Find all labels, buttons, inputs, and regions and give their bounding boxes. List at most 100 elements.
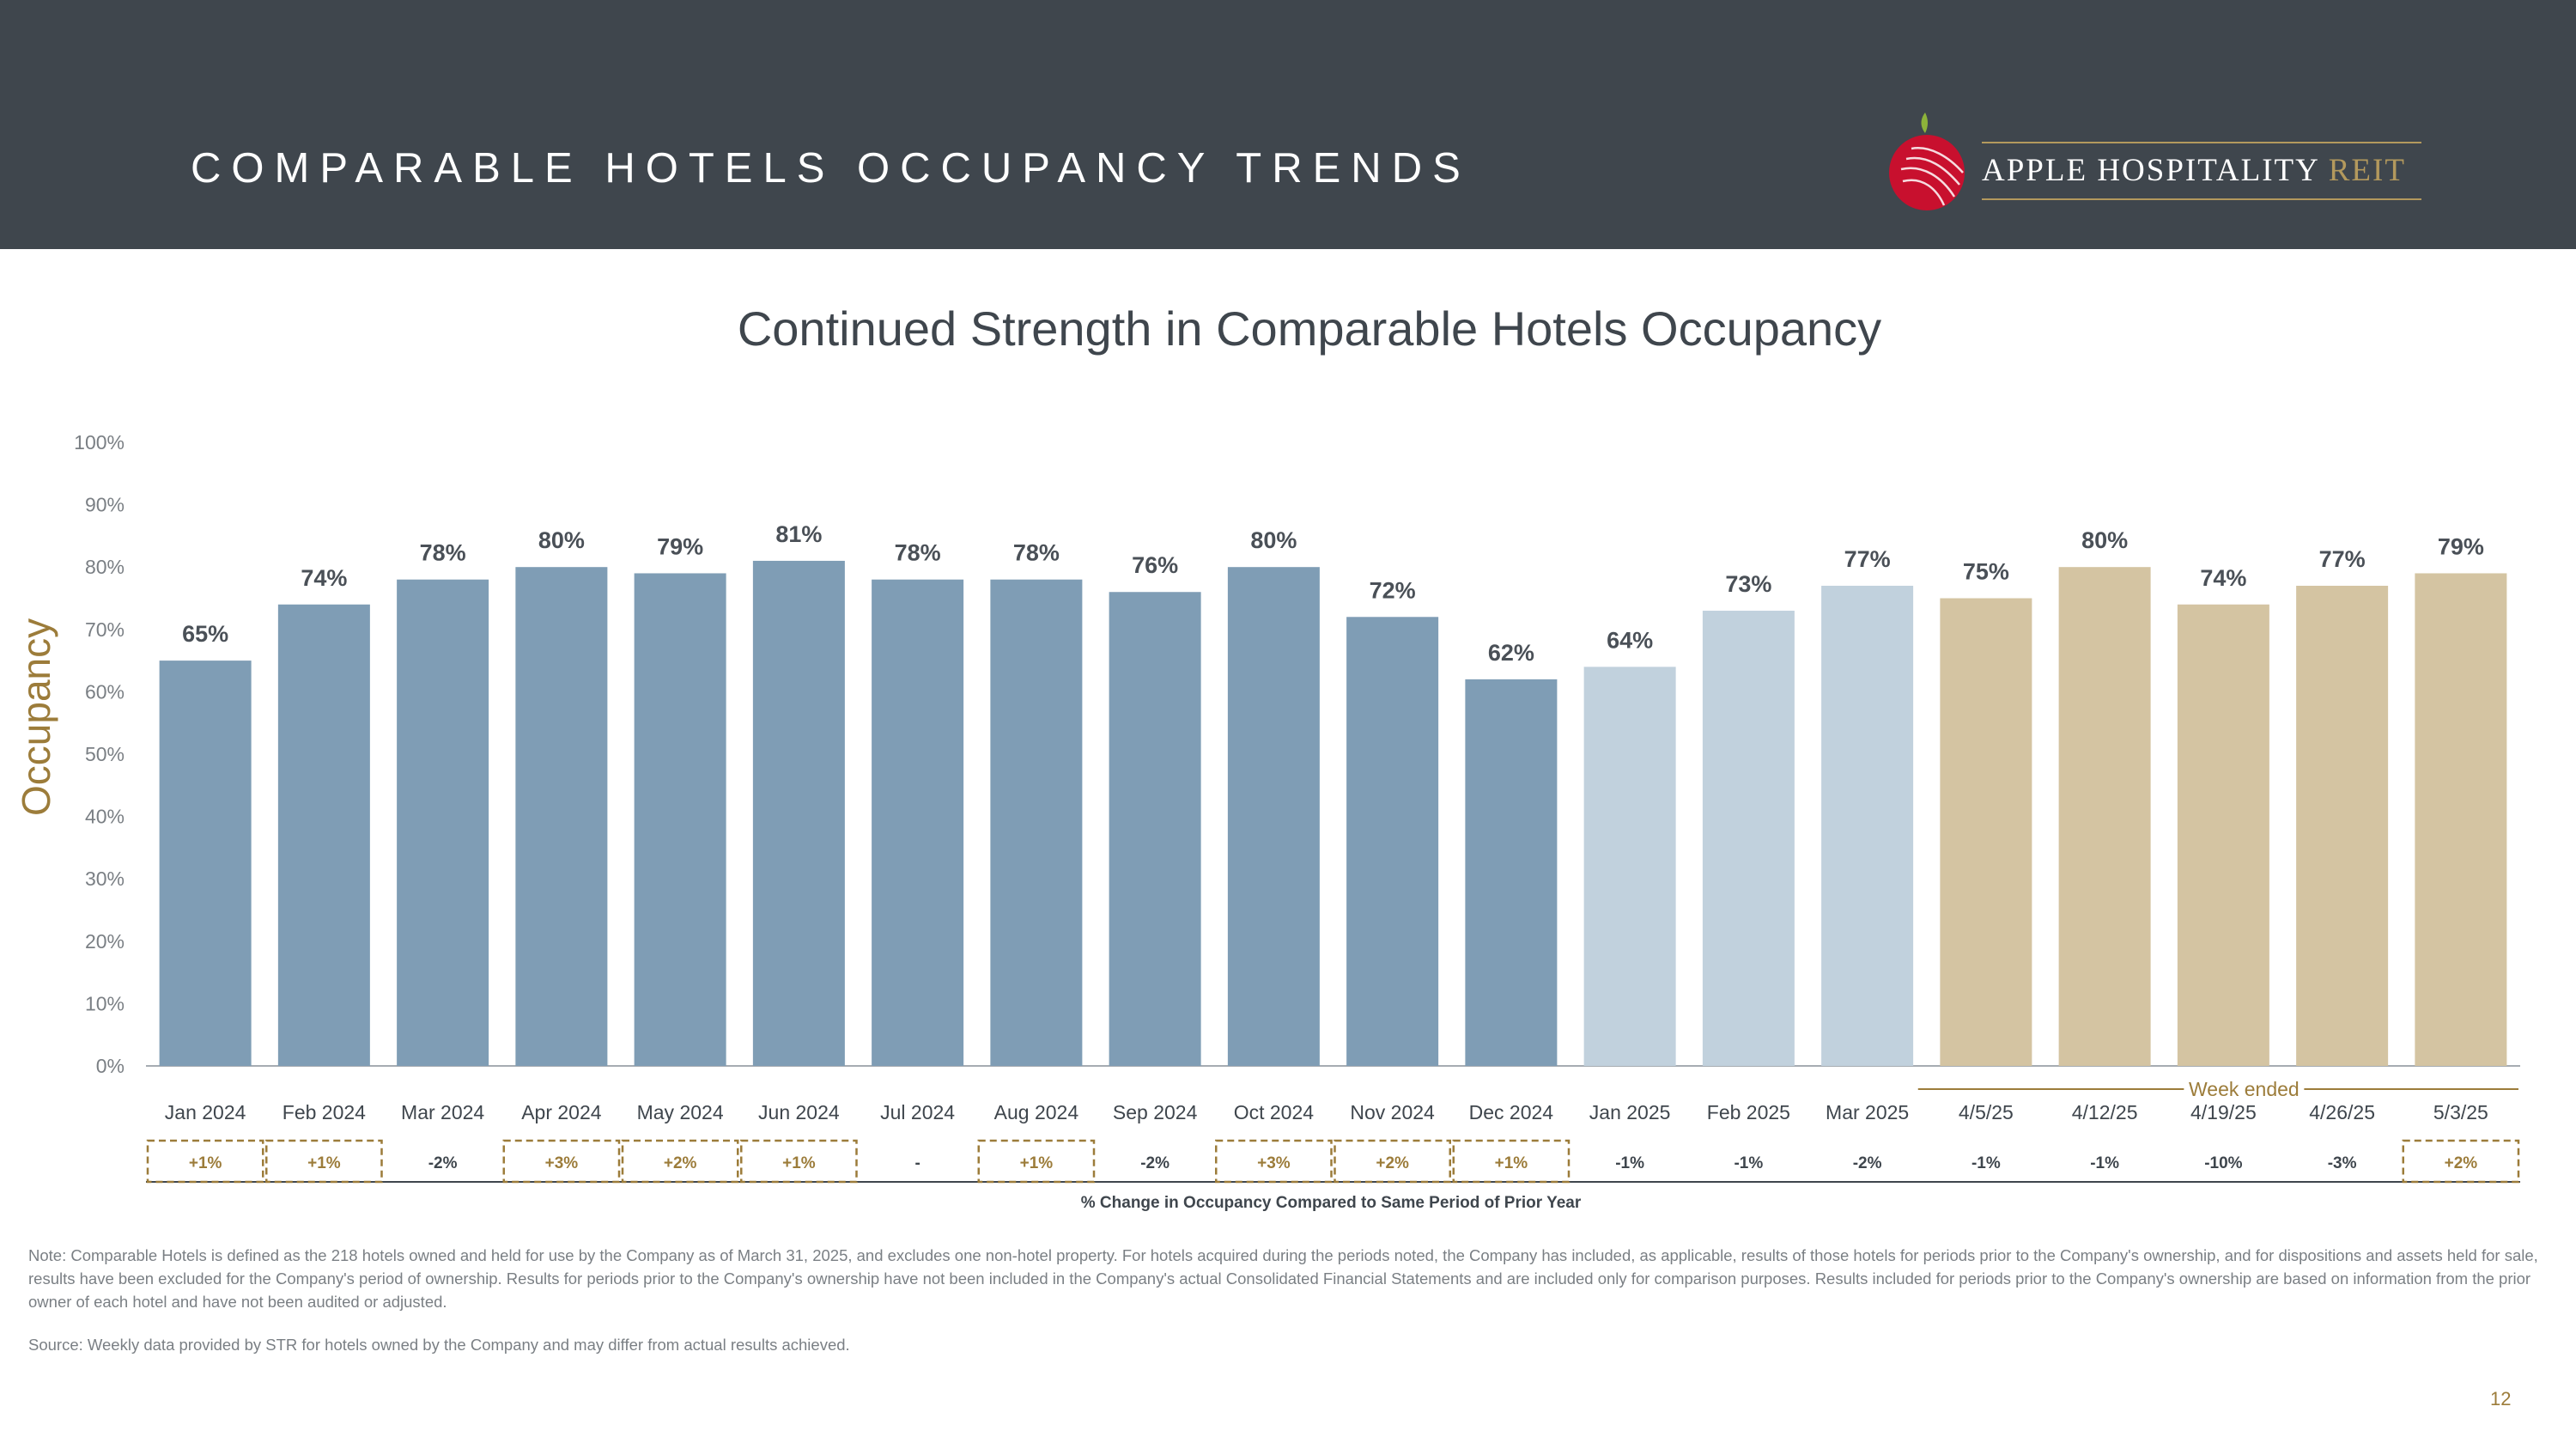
x-tick-label: Dec 2024 <box>1469 1101 1554 1123</box>
logo-divider-top <box>1982 142 2421 143</box>
bar <box>1346 617 1439 1066</box>
bar-value-label: 73% <box>1725 571 1771 597</box>
bar <box>872 579 964 1066</box>
change-box <box>740 1139 858 1184</box>
change-value: +3% <box>545 1154 579 1172</box>
x-tick-label: 4/19/25 <box>2190 1101 2257 1123</box>
bar <box>1465 679 1558 1066</box>
change-value: - <box>914 1154 920 1172</box>
bar <box>1109 592 1201 1066</box>
change-value: -2% <box>428 1154 458 1172</box>
bar-value-label: 65% <box>182 621 228 647</box>
change-box <box>2402 1139 2520 1184</box>
y-tick-label: 40% <box>85 806 125 828</box>
change-value: +1% <box>1495 1154 1528 1172</box>
bar <box>1227 567 1320 1066</box>
y-tick-label: 60% <box>85 680 125 703</box>
header-bar: COMPARABLE HOTELS OCCUPANCY TRENDS APPLE… <box>0 0 2576 249</box>
change-value: -1% <box>2090 1154 2119 1172</box>
apple-logo-icon <box>1889 113 1965 210</box>
x-tick-label: Apr 2024 <box>521 1101 602 1123</box>
bar <box>1702 611 1795 1066</box>
bar <box>990 579 1083 1066</box>
change-value: +2% <box>664 1154 697 1172</box>
change-value: -1% <box>1734 1154 1763 1172</box>
change-box <box>1334 1139 1451 1184</box>
bar <box>1940 598 2032 1066</box>
logo-divider-bottom <box>1982 198 2421 200</box>
bar <box>515 567 608 1066</box>
company-logo: APPLE HOSPITALITY REIT <box>1880 107 2430 210</box>
y-tick-label: 70% <box>85 618 125 641</box>
bar-value-label: 78% <box>420 540 466 566</box>
bar <box>2058 567 2151 1066</box>
change-row-caption: % Change in Occupancy Compared to Same P… <box>1080 1194 1582 1212</box>
bar-value-label: 77% <box>1844 546 1891 572</box>
change-value: +3% <box>1257 1154 1291 1172</box>
x-tick-label: Jul 2024 <box>880 1101 955 1123</box>
week-bracket-label: Week ended <box>2189 1078 2300 1100</box>
change-value: +2% <box>1376 1154 1409 1172</box>
logo-wordmark: APPLE HOSPITALITY REIT <box>1982 153 2406 188</box>
bar-value-label: 81% <box>775 521 822 547</box>
footnote: Note: Comparable Hotels is defined as th… <box>28 1246 2538 1311</box>
x-tick-label: Jun 2024 <box>758 1101 840 1123</box>
y-tick-label: 100% <box>74 431 125 454</box>
bar-value-label: 62% <box>1488 640 1534 666</box>
bar-value-label: 79% <box>657 533 703 559</box>
change-box <box>621 1139 739 1184</box>
change-box <box>977 1139 1096 1184</box>
change-value: +1% <box>1020 1154 1054 1172</box>
bar-value-label: 76% <box>1132 552 1178 578</box>
page-title: COMPARABLE HOTELS OCCUPANCY TRENDS <box>191 145 1471 192</box>
source-note: Source: Weekly data provided by STR for … <box>28 1336 850 1354</box>
y-tick-label: 80% <box>85 556 125 578</box>
y-tick-label: 20% <box>85 930 125 953</box>
bar <box>2296 585 2389 1066</box>
change-value: +2% <box>2445 1154 2478 1172</box>
change-box <box>1452 1139 1571 1184</box>
change-value: +1% <box>307 1154 341 1172</box>
bar-value-label: 80% <box>1250 527 1297 553</box>
bar-value-label: 74% <box>2200 565 2246 591</box>
bar-value-label: 74% <box>301 565 347 591</box>
bar <box>159 661 252 1066</box>
y-tick-label: 0% <box>96 1055 125 1077</box>
change-box <box>146 1139 264 1184</box>
x-tick-label: Sep 2024 <box>1113 1101 1198 1123</box>
bar <box>1821 585 1914 1066</box>
x-tick-label: May 2024 <box>637 1101 724 1123</box>
x-tick-label: Jan 2024 <box>165 1101 246 1123</box>
chart-title: Continued Strength in Comparable Hotels … <box>737 301 1882 356</box>
bar <box>397 579 489 1066</box>
x-tick-label: Oct 2024 <box>1234 1101 1315 1123</box>
bar-value-label: 80% <box>2081 527 2128 553</box>
bar-value-label: 78% <box>1013 540 1060 566</box>
x-tick-label: 4/5/25 <box>1959 1101 2014 1123</box>
change-box <box>1215 1139 1333 1184</box>
x-tick-label: Mar 2025 <box>1826 1101 1909 1123</box>
change-value: -1% <box>1615 1154 1644 1172</box>
bar <box>1583 667 1676 1066</box>
x-tick-label: 4/12/25 <box>2072 1101 2138 1123</box>
bar-value-label: 80% <box>538 527 585 553</box>
page-number: 12 <box>2490 1388 2512 1409</box>
y-tick-label: 30% <box>85 868 125 890</box>
bar <box>2415 573 2507 1066</box>
change-box <box>265 1139 383 1184</box>
change-value: -3% <box>2328 1154 2357 1172</box>
x-tick-label: Jan 2025 <box>1589 1101 1671 1123</box>
change-box <box>502 1139 621 1184</box>
change-value: +1% <box>782 1154 816 1172</box>
bar-value-label: 72% <box>1370 577 1416 603</box>
bar <box>277 604 370 1066</box>
x-tick-label: Feb 2024 <box>283 1101 366 1123</box>
change-value: -10% <box>2204 1154 2242 1172</box>
bar-value-label: 64% <box>1607 627 1653 653</box>
occupancy-bar-chart: 0% 10% 20% 30% 40% 50% 60% 70% 80% 90% 100% 65% Jan … <box>74 431 2520 1184</box>
change-value: +1% <box>189 1154 222 1172</box>
bar <box>2177 604 2269 1066</box>
change-value: -1% <box>1971 1154 2001 1172</box>
bar-value-label: 78% <box>895 540 941 566</box>
bar-value-label: 75% <box>1963 559 2009 585</box>
